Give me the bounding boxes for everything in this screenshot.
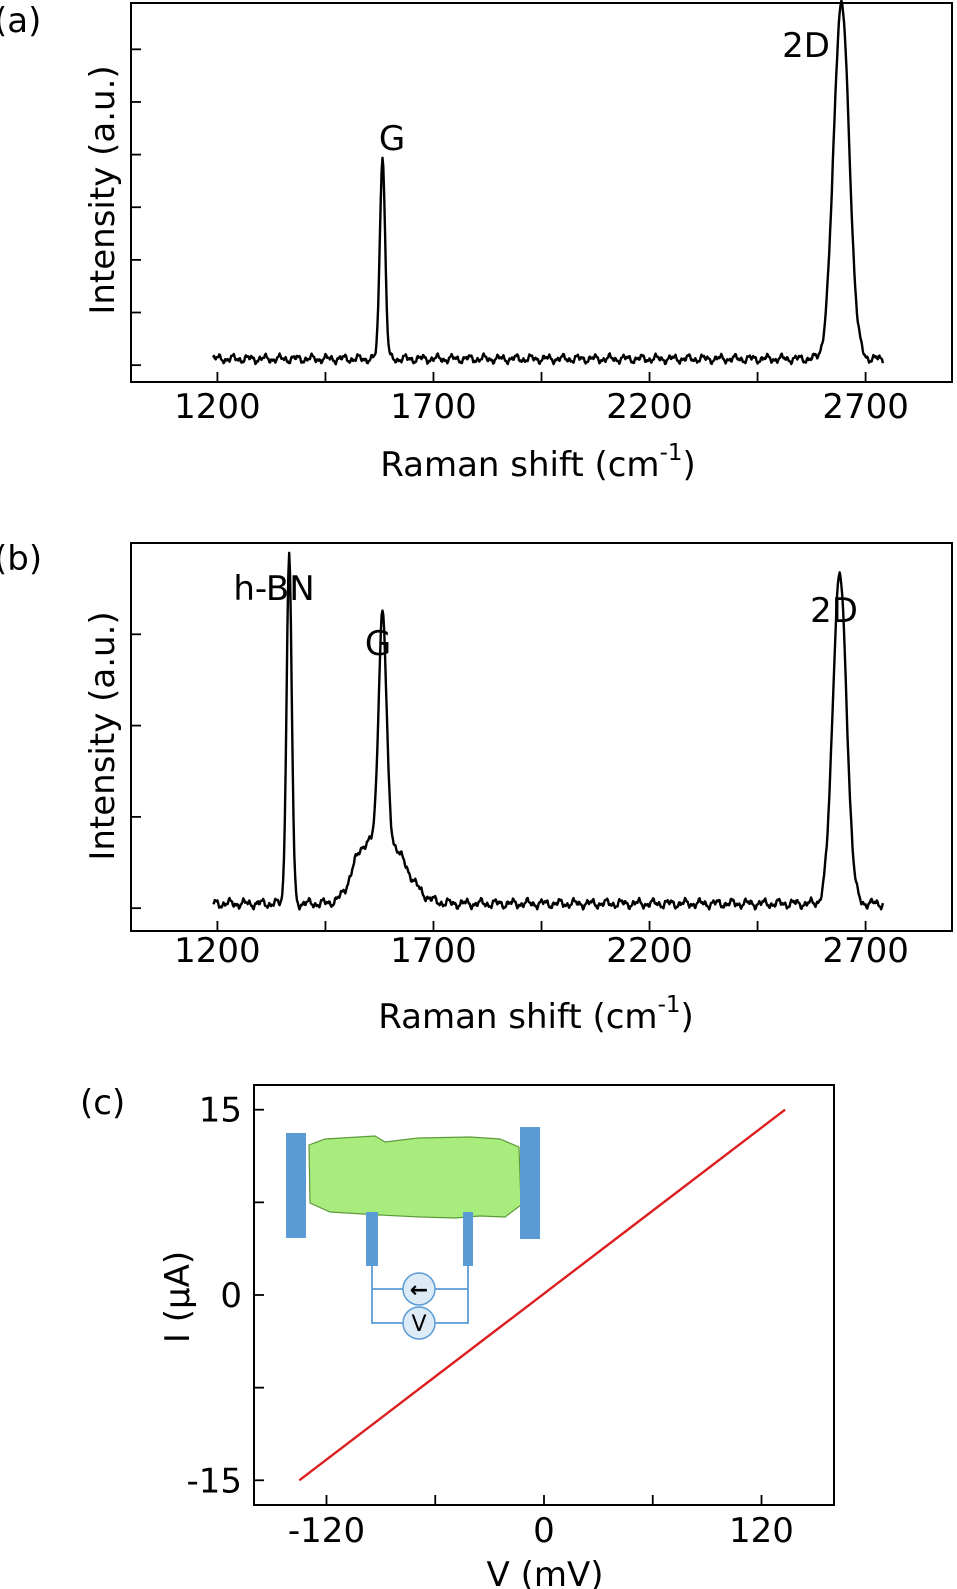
panel-c-iv-line <box>298 1108 786 1482</box>
panel-b-peak-label-g: G <box>365 624 391 664</box>
panel-a-x-axis-label: Raman shift (cm-1) <box>380 440 696 485</box>
panel-b-spectrum-line <box>212 551 885 911</box>
panel-a-peak-label-2d: 2D <box>782 26 830 66</box>
panel-c-label: (c) <box>80 1083 125 1123</box>
panel-a-xlabel-sup: -1 <box>660 440 683 466</box>
panel-a-tick-labels: 1200 1700 2200 2700 <box>174 387 909 427</box>
panel-b-peak-label-hbn: h-BN <box>233 569 314 609</box>
panel-a-spectrum-line <box>212 0 885 366</box>
x-tick-label-1200: 1200 <box>174 931 261 971</box>
panel-a-label: (a) <box>0 1 41 41</box>
panel-b-xlabel-main: Raman shift (cm <box>378 997 657 1037</box>
panel-b-ticks <box>131 542 867 931</box>
panel-b-tick-labels: 1200 1700 2200 2700 <box>174 931 909 971</box>
panel-c-y-axis-label: I (μA) <box>158 1251 198 1343</box>
panel-c-ticks <box>254 1108 763 1505</box>
right-contact-electrode <box>520 1127 540 1239</box>
x-tick-label-120: 120 <box>729 1511 794 1551</box>
device-schematic-inset: ← V <box>286 1127 540 1340</box>
panel-b-peak-label-2d: 2D <box>810 591 858 631</box>
panel-c-tick-labels: -120 0 120 -15 0 15 <box>186 1091 794 1551</box>
panel-a-peak-label-g: G <box>379 119 405 159</box>
panel-a-xlabel-end: ) <box>683 445 696 485</box>
voltage-probe-left <box>366 1212 378 1266</box>
panel-a: (a) 1200 1700 2200 2700 G 2D Raman shift (c… <box>0 0 953 485</box>
panel-c-x-axis-label: V (mV) <box>487 1555 604 1589</box>
graphene-flake <box>308 1135 522 1219</box>
x-tick-label-2700: 2700 <box>822 387 909 427</box>
panel-b-x-axis-label: Raman shift (cm-1) <box>378 992 694 1037</box>
y-tick-label-0: 0 <box>220 1276 242 1316</box>
x-tick-label-0: 0 <box>533 1511 555 1551</box>
x-tick-label-1700: 1700 <box>390 931 477 971</box>
voltage-probe-right <box>463 1212 473 1266</box>
panel-b-xlabel-end: ) <box>681 997 694 1037</box>
x-tick-label-1200: 1200 <box>174 387 261 427</box>
current-source-arrow-icon: ← <box>410 1278 428 1303</box>
panel-a-xlabel-main: Raman shift (cm <box>380 445 659 485</box>
voltmeter-label: V <box>411 1312 426 1337</box>
x-tick-label-1700: 1700 <box>390 387 477 427</box>
left-contact-electrode <box>286 1133 306 1238</box>
voltmeter-circle <box>402 1306 436 1340</box>
panel-b-label: (b) <box>0 539 42 579</box>
panel-b-xlabel-sup: -1 <box>658 992 681 1018</box>
x-tick-label-2200: 2200 <box>606 387 693 427</box>
y-tick-label-15: 15 <box>199 1091 242 1131</box>
panel-b: (b) 1200 1700 2200 2700 h-BN G 2D Raman shi… <box>0 539 953 1037</box>
x-tick-label-2200: 2200 <box>606 931 693 971</box>
panel-b-y-axis-label: Intensity (a.u.) <box>83 611 123 860</box>
panel-a-y-axis-label: Intensity (a.u.) <box>83 65 123 314</box>
panel-c: (c) -120 0 120 -15 0 15 V (mV) I (μA) ← V <box>80 1083 835 1589</box>
current-source-circle <box>402 1272 436 1306</box>
x-tick-label--120: -120 <box>288 1511 365 1551</box>
y-tick-label--15: -15 <box>186 1461 242 1501</box>
x-tick-label-2700: 2700 <box>822 931 909 971</box>
panel-a-ticks <box>131 48 867 382</box>
